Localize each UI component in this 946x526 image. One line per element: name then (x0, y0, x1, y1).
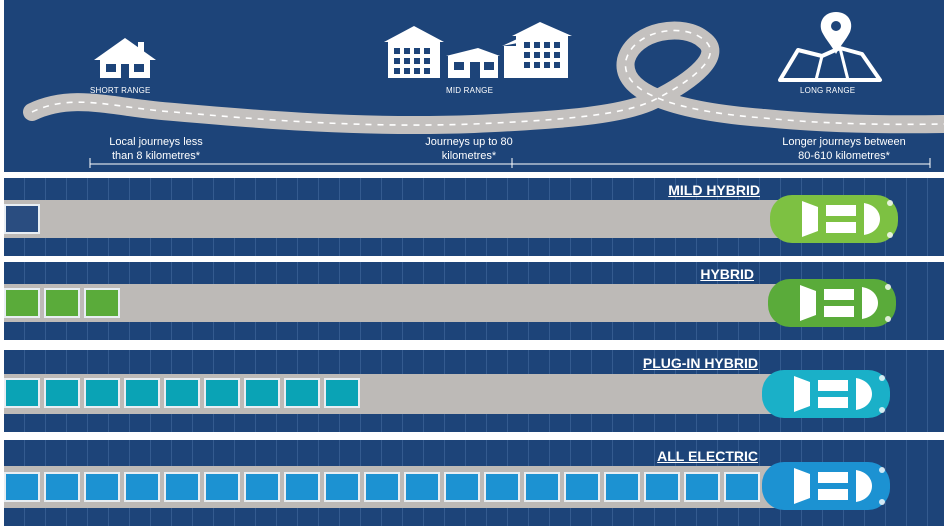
lane-title: PLUG-IN HYBRID (642, 355, 758, 371)
battery-cell (84, 378, 120, 408)
battery-cell (404, 472, 440, 502)
battery-cell (4, 472, 40, 502)
long-range-label: LONG RANGE (800, 86, 856, 95)
battery-cell (444, 472, 480, 502)
battery-cell (4, 378, 40, 408)
car-icon (760, 458, 894, 519)
lane-all-electric: ALL ELECTRIC (4, 440, 944, 526)
battery-cell (364, 472, 400, 502)
car-icon (760, 366, 894, 427)
battery-cell (44, 378, 80, 408)
battery-cell (324, 472, 360, 502)
battery-cell (724, 472, 760, 502)
battery-cell (124, 472, 160, 502)
battery-cell (44, 472, 80, 502)
lane-title: HYBRID (700, 266, 754, 282)
battery-cell (4, 288, 40, 318)
map-pin-icon (778, 12, 882, 82)
battery-cell (324, 378, 360, 408)
battery-cell (484, 472, 520, 502)
car-icon (766, 275, 900, 336)
battery-cell (44, 288, 80, 318)
lane-title: ALL ELECTRIC (657, 448, 758, 464)
battery-cell (644, 472, 680, 502)
road-strip (4, 200, 794, 238)
mid-range-label: MID RANGE (446, 86, 494, 95)
battery-cell (164, 472, 200, 502)
battery-cell (84, 472, 120, 502)
lane-title: MILD HYBRID (668, 182, 760, 198)
house-icon (94, 38, 156, 78)
short-range-label: SHORT RANGE (90, 86, 151, 95)
range-header: SHORT RANGE MID RANGE LONG RANGE Local j… (4, 0, 944, 172)
battery-cell (244, 472, 280, 502)
battery-cell (204, 378, 240, 408)
battery-cell (124, 378, 160, 408)
battery-cell (604, 472, 640, 502)
lane-mild-hybrid: MILD HYBRID (4, 178, 944, 256)
battery-cell (84, 288, 120, 318)
battery-cell (204, 472, 240, 502)
mid-range-description: Journeys up to 80 kilometres* (425, 136, 513, 162)
battery-cell (244, 378, 280, 408)
long-range-description: Longer journeys between 80-610 kilometre… (782, 136, 906, 162)
road-strip (4, 284, 794, 322)
battery-cell (284, 472, 320, 502)
battery-cell (284, 378, 320, 408)
battery-cells (4, 472, 760, 502)
car-icon (768, 191, 902, 252)
battery-cell (684, 472, 720, 502)
battery-cell (524, 472, 560, 502)
winding-road (23, 21, 944, 168)
battery-cells (4, 204, 40, 234)
lane-plug-in-hybrid: PLUG-IN HYBRID (4, 350, 944, 432)
buildings-icon (384, 22, 572, 78)
battery-cell (164, 378, 200, 408)
lane-hybrid: HYBRID (4, 262, 944, 340)
battery-cell (4, 204, 40, 234)
short-range-description: Local journeys less than 8 kilometres* (109, 136, 203, 162)
battery-cells (4, 288, 120, 318)
battery-cell (564, 472, 600, 502)
battery-cells (4, 378, 360, 408)
